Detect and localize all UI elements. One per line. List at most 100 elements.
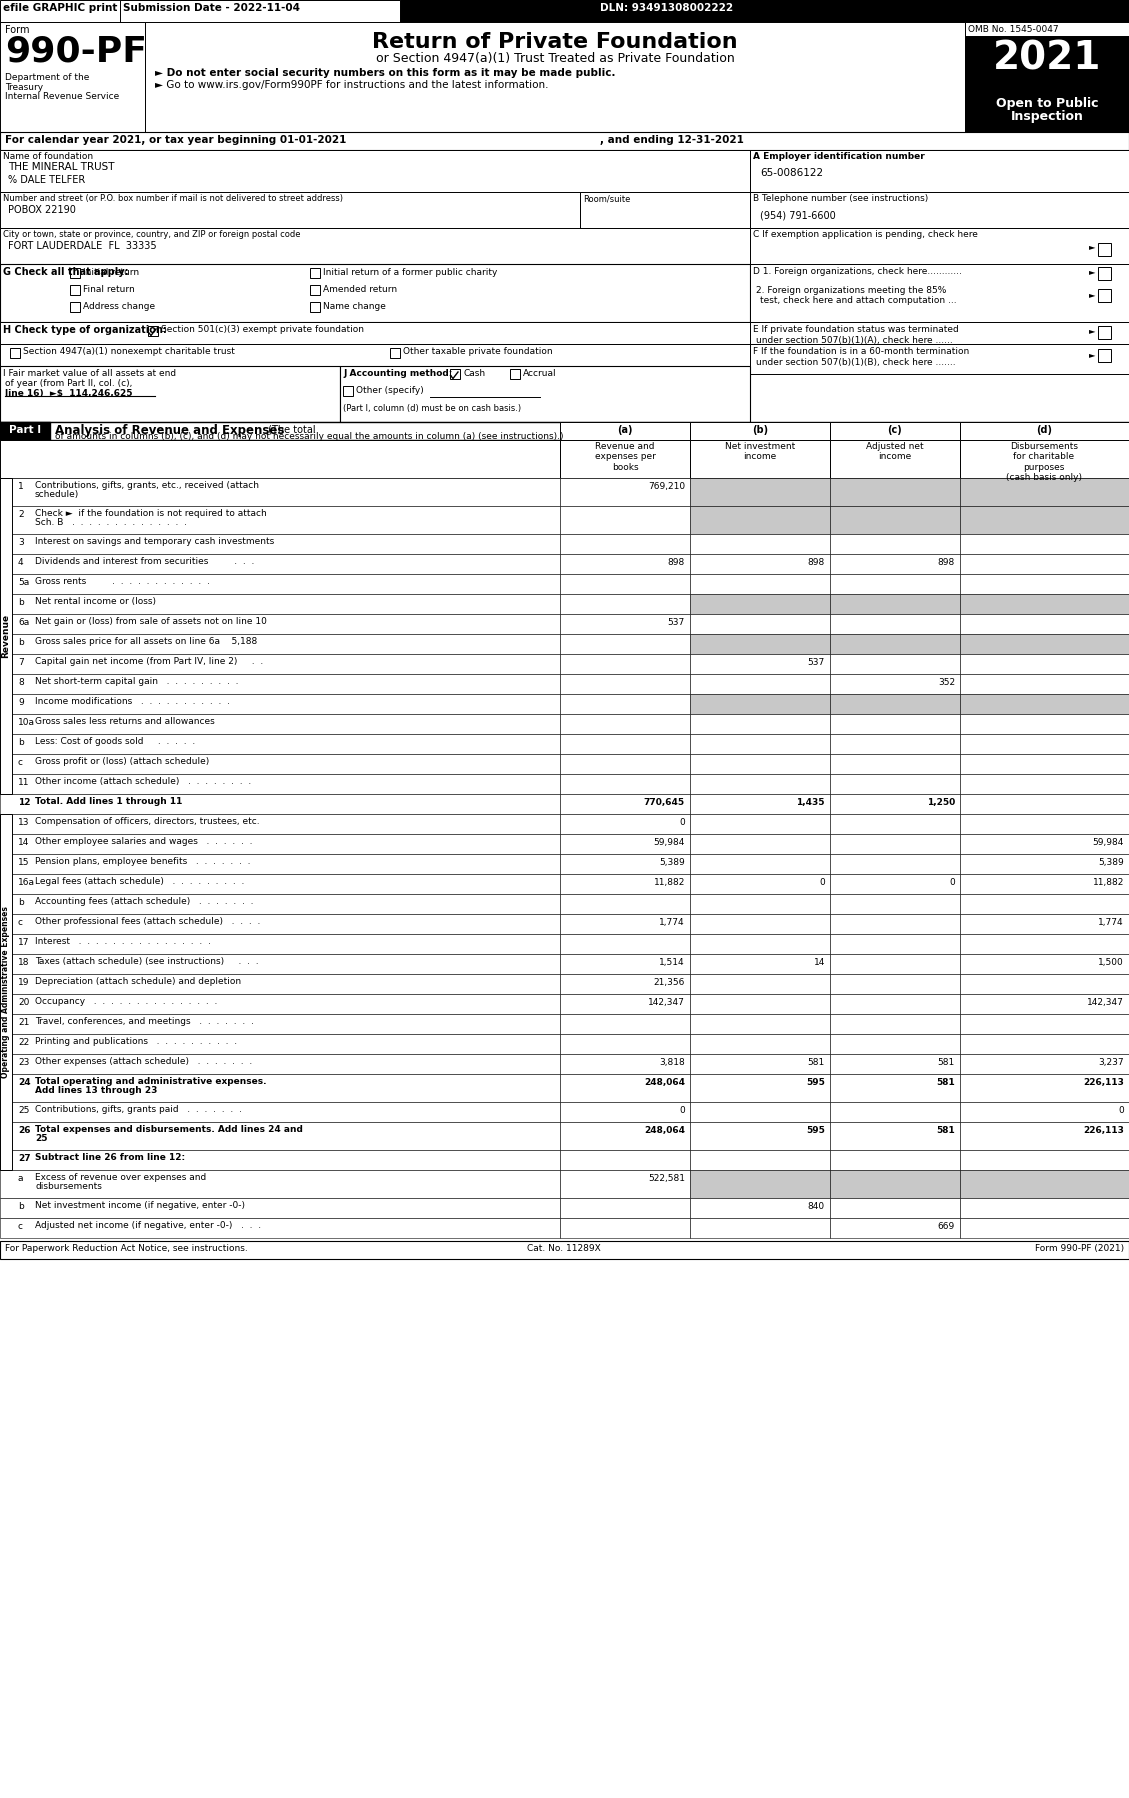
Bar <box>560 635 690 654</box>
Bar <box>965 22 1129 131</box>
Bar <box>1099 349 1111 361</box>
Text: 3,237: 3,237 <box>1099 1057 1124 1066</box>
Bar <box>0 753 560 773</box>
Bar <box>0 913 560 933</box>
Bar <box>690 574 830 593</box>
Text: FORT LAUDERDALE  FL  33335: FORT LAUDERDALE FL 33335 <box>8 241 157 252</box>
Bar <box>310 286 320 295</box>
Text: 21,356: 21,356 <box>654 978 685 987</box>
Bar <box>560 994 690 1014</box>
Text: ► Do not enter social security numbers on this form as it may be made public.: ► Do not enter social security numbers o… <box>155 68 615 77</box>
Bar <box>830 1073 960 1102</box>
Text: 59,984: 59,984 <box>654 838 685 847</box>
Bar <box>830 478 960 505</box>
Bar <box>750 228 1129 264</box>
Text: 26: 26 <box>18 1126 30 1135</box>
Bar <box>0 441 560 478</box>
Bar <box>560 1073 690 1102</box>
Bar <box>560 1197 690 1217</box>
Text: For Paperwork Reduction Act Notice, see instructions.: For Paperwork Reduction Act Notice, see … <box>5 1244 247 1253</box>
Text: 0: 0 <box>820 877 825 886</box>
Bar <box>960 505 1129 534</box>
Text: Taxes (attach schedule) (see instructions)     .  .  .: Taxes (attach schedule) (see instruction… <box>35 957 259 966</box>
Bar <box>560 441 690 478</box>
Text: 5,389: 5,389 <box>659 858 685 867</box>
Bar <box>690 913 830 933</box>
Bar <box>960 1034 1129 1054</box>
Text: 1: 1 <box>18 482 24 491</box>
Text: under section 507(b)(1)(A), check here ......: under section 507(b)(1)(A), check here .… <box>756 336 953 345</box>
Bar <box>0 149 750 192</box>
Bar <box>0 22 145 131</box>
Text: Name of foundation: Name of foundation <box>3 153 93 162</box>
Bar <box>1099 266 1111 280</box>
Bar <box>0 192 580 228</box>
Bar <box>830 834 960 854</box>
Text: Accrual: Accrual <box>523 369 557 378</box>
Bar <box>830 1217 960 1239</box>
Text: 11,882: 11,882 <box>654 877 685 886</box>
Bar <box>0 694 560 714</box>
Text: 0: 0 <box>680 1106 685 1115</box>
Text: 14: 14 <box>814 958 825 967</box>
Bar <box>0 1102 560 1122</box>
Bar <box>560 955 690 975</box>
Bar <box>830 1151 960 1170</box>
Text: a: a <box>18 1174 24 1183</box>
Text: POBOX 22190: POBOX 22190 <box>8 205 76 216</box>
Text: Adjusted net income (if negative, enter -0-)   .  .  .: Adjusted net income (if negative, enter … <box>35 1221 261 1230</box>
Text: Gross rents         .  .  .  .  .  .  .  .  .  .  .  .: Gross rents . . . . . . . . . . . . <box>35 577 210 586</box>
Bar <box>960 554 1129 574</box>
Bar <box>690 593 830 613</box>
Text: Net gain or (loss) from sale of assets not on line 10: Net gain or (loss) from sale of assets n… <box>35 617 266 626</box>
Text: Total expenses and disbursements. Add lines 24 and: Total expenses and disbursements. Add li… <box>35 1126 303 1135</box>
Text: line 16)  ►$  114,246,625: line 16) ►$ 114,246,625 <box>5 388 132 397</box>
Text: Analysis of Revenue and Expenses: Analysis of Revenue and Expenses <box>55 424 285 437</box>
Text: 0: 0 <box>949 877 955 886</box>
Text: Capital gain net income (from Part IV, line 2)     .  .: Capital gain net income (from Part IV, l… <box>35 656 263 665</box>
Bar <box>560 933 690 955</box>
Bar <box>830 674 960 694</box>
Bar <box>690 694 830 714</box>
Bar <box>690 534 830 554</box>
Bar <box>830 1054 960 1073</box>
Text: 21: 21 <box>18 1018 29 1027</box>
Bar <box>830 505 960 534</box>
Text: 0: 0 <box>1118 1106 1124 1115</box>
Bar <box>960 1014 1129 1034</box>
Text: 770,645: 770,645 <box>644 798 685 807</box>
Bar <box>0 1073 560 1102</box>
Text: 142,347: 142,347 <box>1087 998 1124 1007</box>
Text: 2: 2 <box>18 511 24 520</box>
Bar <box>830 593 960 613</box>
Bar <box>960 1217 1129 1239</box>
Text: Operating and Administrative Expenses: Operating and Administrative Expenses <box>1 906 10 1079</box>
Text: 769,210: 769,210 <box>648 482 685 491</box>
Text: 1,250: 1,250 <box>927 798 955 807</box>
Bar <box>965 36 1129 93</box>
Text: 27: 27 <box>18 1154 30 1163</box>
Text: Dividends and interest from securities         .  .  .: Dividends and interest from securities .… <box>35 557 254 566</box>
Bar <box>690 613 830 635</box>
Text: Net short-term capital gain   .  .  .  .  .  .  .  .  .: Net short-term capital gain . . . . . . … <box>35 678 238 687</box>
Text: Interest on savings and temporary cash investments: Interest on savings and temporary cash i… <box>35 538 274 547</box>
Bar <box>450 369 460 379</box>
Bar <box>70 286 80 295</box>
Bar <box>830 795 960 814</box>
Text: Other (specify): Other (specify) <box>356 387 423 396</box>
Bar <box>960 423 1129 441</box>
Bar <box>960 613 1129 635</box>
Text: ►: ► <box>1089 289 1095 298</box>
Text: 522,581: 522,581 <box>648 1174 685 1183</box>
Bar <box>690 773 830 795</box>
Text: Initial return of a former public charity: Initial return of a former public charit… <box>323 268 498 277</box>
Text: % DALE TELFER: % DALE TELFER <box>8 174 86 185</box>
Text: Room/suite: Room/suite <box>583 194 630 203</box>
Bar <box>965 93 1129 131</box>
Bar <box>560 505 690 534</box>
Bar <box>830 1170 960 1197</box>
Bar <box>560 734 690 753</box>
Bar <box>0 773 560 795</box>
Text: 4: 4 <box>18 557 24 566</box>
Text: c: c <box>18 1223 23 1232</box>
